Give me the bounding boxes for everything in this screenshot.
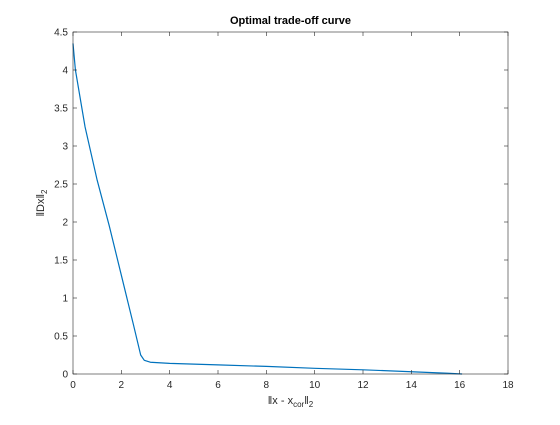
- x-axis-label-suffix: ‖: [304, 395, 309, 407]
- axes-box: [72, 31, 509, 375]
- y-axis-label: ‖Dx‖2: [35, 189, 49, 217]
- y-tick-label: 3.5: [54, 104, 68, 115]
- y-tick-label: 1: [62, 294, 68, 305]
- x-tick-label: 10: [309, 380, 321, 391]
- y-axis-label-prefix: ‖Dx‖: [35, 194, 47, 217]
- x-axis-label: ‖x - xcor‖2: [268, 395, 314, 409]
- x-ticks: 0 2 4 6 8 10 12 14 16 18: [70, 32, 514, 391]
- x-tick-label: 4: [167, 380, 173, 391]
- y-tick-label: 4.5: [54, 28, 68, 39]
- y-tick-label: 2: [62, 218, 68, 229]
- trade-off-curve-line: [72, 43, 463, 375]
- y-ticks: 0 0.5 1 1.5 2 2.5 3 3.5 4 4.5: [54, 28, 508, 381]
- y-tick-label: 1.5: [54, 256, 68, 267]
- x-axis-label-subscript: cor: [293, 400, 304, 409]
- x-tick-label: 8: [264, 380, 270, 391]
- x-axis-label-prefix: ‖x - x: [268, 395, 294, 407]
- x-tick-label: 18: [502, 380, 514, 391]
- y-tick-label: 2.5: [54, 180, 68, 191]
- y-tick-label: 0: [62, 370, 68, 381]
- series-layer: [72, 43, 463, 375]
- x-tick-label: 16: [454, 380, 466, 391]
- x-tick-label: 14: [406, 380, 418, 391]
- y-tick-label: 0.5: [54, 332, 68, 343]
- x-axis-label-trailing-subscript: 2: [309, 400, 314, 409]
- x-tick-label: 6: [215, 380, 221, 391]
- y-axis-label-subscript: 2: [40, 189, 49, 194]
- x-tick-label: 12: [357, 380, 369, 391]
- plot-area: [73, 32, 508, 374]
- y-tick-label: 3: [62, 142, 68, 153]
- chart-title: Optimal trade-off curve: [230, 15, 351, 27]
- x-tick-label: 2: [119, 380, 125, 391]
- x-tick-label: 0: [70, 380, 76, 391]
- y-tick-label: 4: [62, 66, 68, 77]
